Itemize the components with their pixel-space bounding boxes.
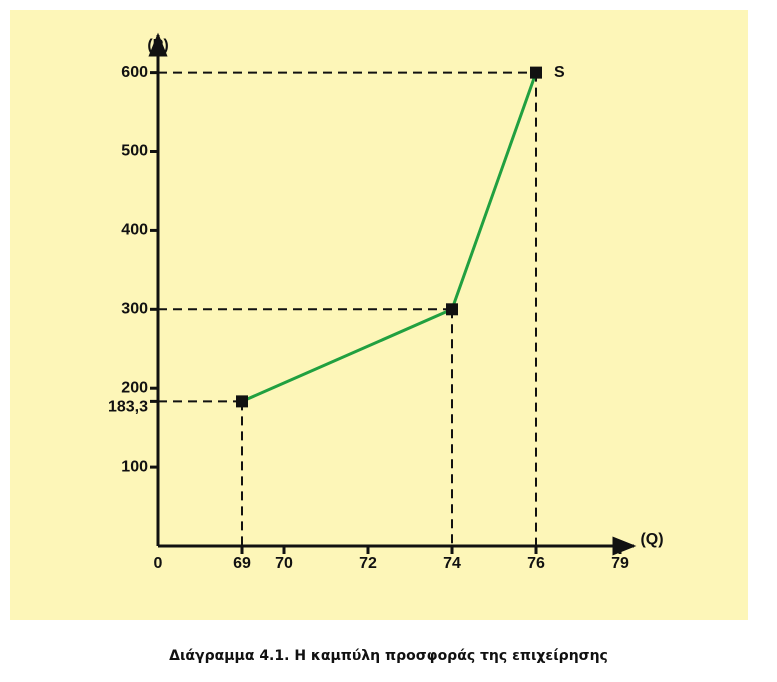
y-tick-label: 100 (121, 458, 148, 475)
point (446, 303, 458, 316)
y-tick-label: 200 (121, 379, 148, 396)
point (236, 395, 248, 408)
y-tick-label: 300 (121, 301, 148, 318)
plot-background (10, 10, 748, 620)
x-tick-label: 70 (275, 555, 293, 572)
y-tick-label: 400 (121, 222, 148, 239)
x-tick-label: 76 (527, 555, 545, 572)
caption: Διάγραμμα 4.1. Η καμπύλη προσφοράς της ε… (169, 648, 608, 664)
x-tick-label: 74 (443, 555, 461, 572)
point (530, 66, 542, 79)
chart: (P) (Q) 100183,3200300400500600069707274… (10, 10, 748, 620)
y-tick-label: 600 (121, 64, 148, 81)
x-tick-label: 69 (233, 555, 251, 572)
x-tick-label: 79 (611, 555, 629, 572)
y-tick-label: 500 (121, 143, 148, 160)
series-label: S (554, 64, 565, 81)
x-tick-label: 72 (359, 555, 377, 572)
x-axis-label: (Q) (640, 531, 663, 548)
y-tick-label: 183,3 (108, 399, 148, 416)
x-tick-label: 0 (154, 555, 163, 572)
